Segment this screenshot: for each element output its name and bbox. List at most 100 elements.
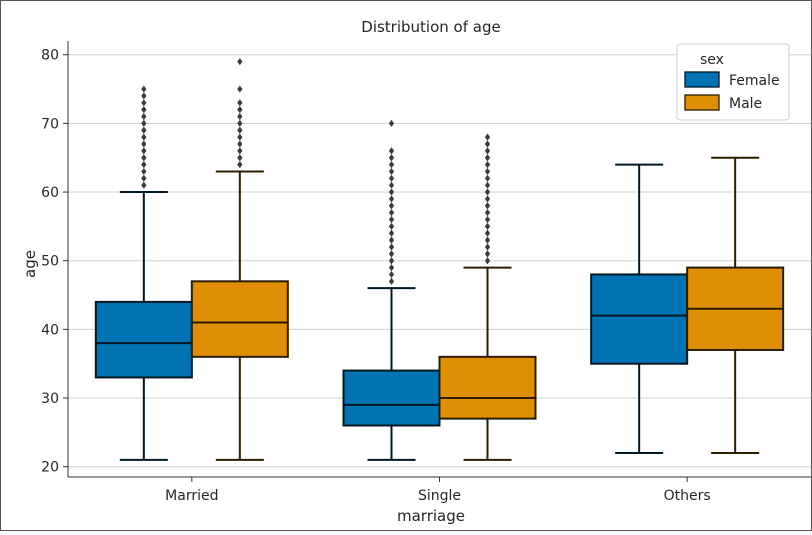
outlier-point [484,209,491,217]
outlier-point [388,270,395,279]
outlier-point [388,229,395,237]
outlier-point [141,133,147,141]
y-tick-label: 70 [41,116,59,132]
outlier-point [237,140,243,148]
outlier-point [141,181,147,189]
y-tick-label: 60 [41,185,59,201]
outlier-point [484,236,491,244]
outlier-point [237,85,243,93]
outlier-point [388,174,395,182]
outlier-point [141,106,147,114]
outlier-point [237,57,243,66]
outlier-point [484,140,491,148]
legend-label-female: Female [729,73,780,89]
outlier-point [484,215,491,224]
legend-label-male: Male [729,96,762,112]
box-others-male [686,156,785,454]
outlier-point [388,147,395,155]
outlier-point [141,126,147,134]
outlier-point [141,99,147,107]
x-axis-label: marriage [397,507,465,525]
outlier-point [484,222,491,230]
outlier-point [141,92,147,100]
outlier-point [237,147,243,155]
box-iqr [438,355,537,420]
outlier-point [388,277,395,285]
box-iqr [342,369,441,427]
outlier-point [388,167,395,176]
legend-title: sex [700,52,724,68]
y-tick-label: 50 [41,254,59,270]
outlier-point [388,181,395,189]
outlier-point [141,174,147,182]
outlier-point [388,202,395,210]
outlier-point [388,209,395,217]
outlier-point [388,222,395,230]
x-tick-label-single: Single [418,488,461,504]
outlier-point [141,112,147,121]
outlier-point [388,257,395,265]
outlier-point [237,106,243,114]
outlier-point [484,160,491,169]
box-iqr [190,280,289,358]
y-tick-label: 40 [41,322,59,338]
outlier-point [388,188,395,196]
outlier-point [484,229,491,237]
outlier-point [388,154,395,162]
outlier-point [141,160,147,169]
outlier-point [237,160,243,169]
box-married-male [190,57,289,461]
x-tick-label-married: Married [165,488,218,504]
box-single-female [342,119,441,461]
axes: 20 30 40 50 60 70 80 Married Single Others [41,41,811,504]
outlier-point [141,85,147,93]
outlier-point [484,133,491,141]
outlier-point [484,167,491,176]
outlier-point [484,154,491,162]
box-married-female [94,85,193,461]
outlier-point [388,243,395,251]
outlier-point [484,202,491,210]
box-iqr [590,273,689,365]
box-single-male [438,133,537,461]
outlier-point [237,154,243,162]
y-tick-label: 20 [41,460,59,476]
outlier-point [388,119,395,127]
outlier-point [388,236,395,244]
outlier-point [141,154,147,162]
outlier-point [237,99,243,107]
y-axis-label: age [21,250,39,278]
outlier-point [237,126,243,134]
outlier-point [141,140,147,148]
legend-swatch-male [684,94,720,111]
outlier-point [141,147,147,155]
outlier-point [484,257,491,265]
y-tick-label: 30 [41,391,59,407]
boxes [94,57,785,461]
outlier-point [388,215,395,224]
outlier-point [388,195,395,203]
outlier-point [388,250,395,258]
outlier-point [388,160,395,169]
outlier-point [484,147,491,155]
outlier-point [484,195,491,203]
outlier-point [484,243,491,251]
x-tick-label-others: Others [664,488,711,504]
outlier-point [237,119,243,127]
outlier-point [141,167,147,176]
outlier-point [484,250,491,258]
outlier-point [237,133,243,141]
outlier-point [484,188,491,196]
box-iqr [94,300,193,379]
outlier-point [484,181,491,189]
legend: sex Female Male [676,43,790,121]
outlier-point [237,112,243,121]
chart-title: Distribution of age [361,18,500,36]
outlier-point [388,263,395,272]
legend-swatch-female [684,71,720,88]
outlier-point [484,174,491,182]
y-tick-label: 80 [41,48,59,64]
box-others-female [590,163,689,454]
